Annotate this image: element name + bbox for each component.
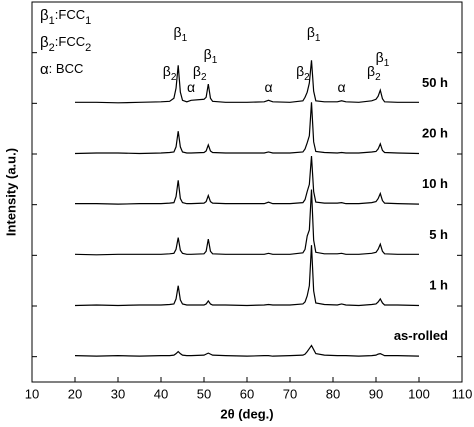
x-axis-label: 2θ (deg.) (220, 406, 273, 421)
peak-phase-sub: 1 (384, 58, 390, 69)
peak-phase-sub: 2 (304, 72, 310, 83)
peak-phase-sub: 1 (315, 33, 321, 44)
series-label: as-rolled (394, 328, 448, 343)
peak-label: β2 (367, 63, 381, 83)
phase-symbol: α (40, 61, 49, 78)
peak-phase: β (174, 24, 182, 40)
peak-phase-sub: 2 (375, 72, 381, 83)
phase-legend-entry: α: BCC (40, 61, 83, 78)
xrd-trace (74, 245, 420, 307)
x-tick-label: 60 (240, 386, 254, 401)
x-tick-label: 110 (452, 386, 473, 401)
x-tick-label: 90 (369, 386, 383, 401)
x-tick-label: 70 (283, 386, 297, 401)
x-tick-label: 40 (154, 386, 168, 401)
peak-label: α (187, 79, 195, 95)
peak-label: α (338, 79, 346, 95)
x-tick-label: 50 (197, 386, 211, 401)
phase-symbol: β (40, 34, 49, 51)
phase-name: : BCC (49, 61, 84, 76)
peak-phase: β (367, 63, 375, 79)
peak-phase-sub: 2 (201, 72, 207, 83)
peak-phase: β (204, 46, 212, 62)
peak-phase: β (163, 63, 171, 79)
xrd-trace (74, 344, 420, 357)
phase-name-sub: 1 (85, 15, 91, 27)
x-tick-label: 10 (25, 386, 39, 401)
peak-label: α (264, 79, 272, 95)
series-label: 5 h (429, 227, 448, 242)
peak-label: β1 (204, 46, 218, 66)
peak-phase-sub: 1 (212, 55, 218, 66)
x-tick-label: 80 (326, 386, 340, 401)
phase-legend-entry: β1:FCC1 (40, 7, 91, 27)
peak-phase: β (193, 63, 201, 79)
series-label: 20 h (422, 125, 448, 140)
peak-phase: β (307, 24, 315, 40)
peak-label: β2 (296, 63, 310, 83)
x-tick-label: 100 (408, 386, 430, 401)
phase-symbol-sub: 2 (49, 42, 55, 54)
xrd-trace (75, 155, 420, 205)
x-tick-label: 30 (111, 386, 125, 401)
peak-phase: β (296, 63, 304, 79)
phase-name-sub: 2 (85, 42, 91, 54)
peak-phase: β (376, 49, 384, 65)
xrd-trace (74, 102, 420, 155)
phase-name: :FCC (55, 7, 85, 22)
series-label: 10 h (422, 176, 448, 191)
peak-phase: α (338, 79, 346, 95)
peak-phase-sub: 1 (182, 33, 188, 44)
x-tick-label: 20 (68, 386, 82, 401)
series-label: 50 h (422, 75, 448, 90)
xrd-trace (74, 189, 419, 256)
peak-phase: α (264, 79, 272, 95)
phase-symbol: β (40, 7, 49, 24)
peak-phase-sub: 2 (171, 72, 177, 83)
xrd-trace (75, 60, 419, 104)
plot-frame (31, 1, 463, 383)
peak-phase: α (187, 79, 195, 95)
peak-label: β1 (307, 24, 321, 44)
phase-symbol-sub: 1 (49, 15, 55, 27)
phase-legend-entry: β2:FCC2 (40, 34, 91, 54)
series-label: 1 h (429, 277, 448, 292)
y-axis-label: Intensity (a.u.) (3, 148, 18, 236)
peak-label: β1 (376, 49, 390, 69)
peak-label: β2 (163, 63, 177, 83)
peak-label: β2 (193, 63, 207, 83)
peak-label: β1 (174, 24, 188, 44)
phase-name: :FCC (55, 34, 85, 49)
